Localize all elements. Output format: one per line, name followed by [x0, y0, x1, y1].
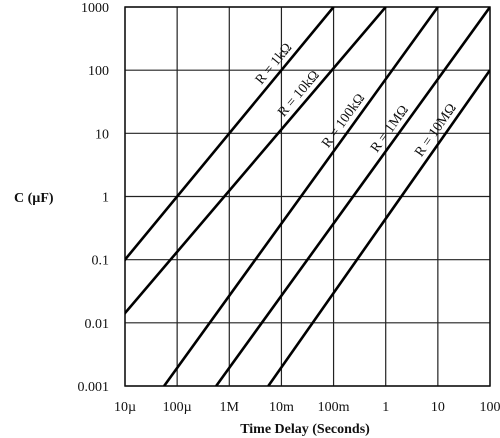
y-tick-label-3: 1: [102, 191, 109, 206]
series-line-1: [125, 7, 335, 262]
y-tick-label-4: 10: [95, 127, 109, 142]
grid-lines: [124, 6, 491, 387]
x-tick-label-5: 1: [382, 400, 389, 415]
series-line-2: [125, 7, 387, 316]
plot-frame: [124, 6, 491, 387]
x-tick-label-0: 10µ: [114, 400, 136, 415]
x-tick-label-6: 10: [431, 400, 445, 415]
x-tick-label-4: 100m: [318, 400, 350, 415]
x-tick-label-7: 100: [480, 400, 500, 415]
series-label-3: R = 100kΩ: [319, 91, 368, 151]
series-label-2: R = 10kΩ: [275, 68, 322, 120]
series-line-3: [163, 7, 439, 386]
x-tick-label-3: 10m: [269, 400, 294, 415]
x-tick-label-2: 1M: [220, 400, 240, 415]
x-axis-title: Time Delay (Seconds): [240, 422, 370, 437]
series-label-5: R = 10MΩ: [412, 101, 459, 160]
y-tick-label-5: 100: [88, 64, 109, 79]
x-tick-label-1: 100µ: [163, 400, 192, 415]
series-lines: [125, 7, 490, 386]
y-tick-label-0: 0.001: [78, 380, 110, 395]
x-axis-tick-labels: 10µ 100µ 1M 10m 100m 1 10 100: [114, 400, 500, 415]
series-line-4: [215, 7, 490, 386]
y-tick-label-2: 0.1: [92, 254, 110, 269]
y-axis-tick-labels: 0.001 0.01 0.1 1 10 100 1000: [78, 1, 110, 395]
series-line-5: [267, 69, 490, 386]
y-tick-label-6: 1000: [81, 1, 109, 16]
y-tick-label-1: 0.01: [85, 317, 110, 332]
y-axis-title: C (µF): [14, 191, 54, 206]
